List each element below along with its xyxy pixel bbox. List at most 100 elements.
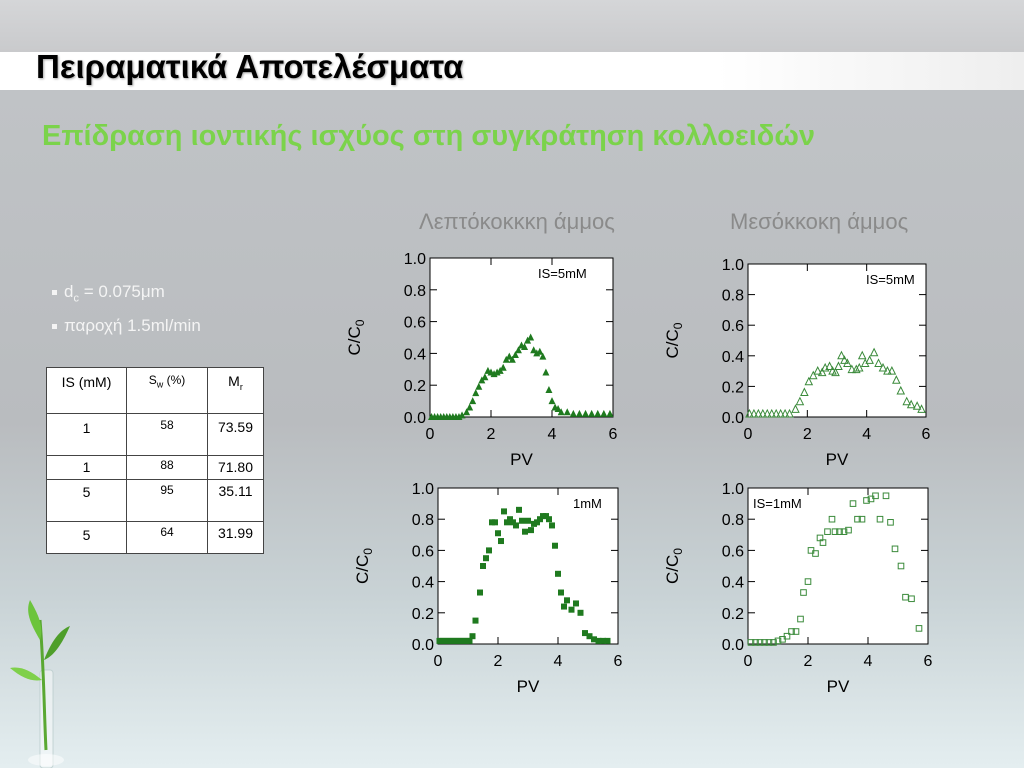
data-point	[582, 409, 590, 417]
data-point	[525, 517, 531, 524]
table-row: 5 95 35.11	[46, 479, 264, 522]
x-tick-label: 4	[554, 653, 563, 670]
data-point	[513, 522, 519, 529]
data-point	[595, 637, 602, 644]
data-point	[557, 408, 565, 416]
table-header-sw: Sw (%)	[126, 367, 208, 414]
bullet-square-icon	[52, 290, 57, 296]
data-point	[543, 513, 549, 520]
y-tick-label: 1.0	[722, 257, 744, 274]
data-point	[498, 538, 504, 545]
data-point	[780, 408, 790, 418]
y-axis-label: C/C0	[663, 548, 685, 584]
data-point	[863, 497, 870, 504]
data-point	[804, 578, 812, 585]
data-point	[854, 362, 864, 372]
data-point	[582, 630, 588, 637]
data-point	[536, 347, 544, 355]
y-axis-label: C/C0	[345, 319, 367, 355]
bullet-square-icon	[52, 324, 57, 330]
table-row: 1 88 71.80	[46, 455, 264, 480]
data-point	[458, 411, 466, 419]
data-point	[797, 615, 804, 623]
data-point	[831, 367, 840, 377]
data-point	[767, 408, 777, 418]
data-point	[891, 545, 899, 553]
data-point	[819, 539, 827, 546]
data-point	[510, 519, 516, 526]
data-point	[765, 639, 773, 646]
data-point	[591, 636, 597, 643]
is-annotation: IS=1mM	[753, 496, 802, 511]
data-point	[546, 516, 552, 523]
table-row: 1 58 73.59	[46, 413, 264, 456]
x-axis-label: PV	[510, 450, 533, 469]
data-point	[837, 350, 846, 360]
y-tick-label: 0.8	[722, 512, 744, 529]
data-point	[554, 405, 562, 413]
y-tick-label: 0.4	[722, 575, 744, 592]
data-point	[758, 408, 768, 418]
data-point	[522, 528, 528, 535]
title-bar	[0, 52, 1024, 90]
data-point	[882, 492, 890, 500]
data-point	[466, 637, 473, 644]
table-header-mr: Mr	[207, 367, 264, 414]
data-point	[752, 639, 759, 646]
y-tick-label: 0.0	[412, 637, 434, 654]
y-tick-label: 0.8	[722, 288, 744, 305]
slide-title: Πειραματικά Αποτελέσματα	[36, 48, 464, 85]
is-annotation: IS=5mM	[538, 266, 587, 281]
x-tick-label: 0	[744, 653, 753, 670]
data-point	[555, 570, 561, 577]
data-point	[828, 515, 836, 523]
data-point	[843, 358, 852, 367]
data-point	[883, 365, 892, 375]
data-point	[825, 361, 834, 371]
data-point	[912, 401, 922, 410]
data-point	[792, 628, 800, 635]
data-point	[776, 408, 785, 418]
data-point	[505, 352, 513, 360]
data-point	[477, 589, 483, 596]
data-point	[568, 606, 575, 613]
x-tick-label: 6	[922, 426, 931, 443]
chart-medium-5mM: 0.0 0.2 0.4 0.6 0.8 1.0 0 2 4 6 PV C/C0 IS=5mM	[663, 257, 931, 469]
x-tick-label: 2	[487, 426, 496, 443]
slide-subtitle: Επίδραση ιοντικής ισχύος στη συγκράτηση …	[42, 120, 815, 152]
data-point	[836, 528, 843, 535]
data-point	[887, 365, 897, 375]
is-annotation: IS=5mM	[866, 272, 915, 287]
data-point	[534, 519, 540, 526]
x-tick-label: 6	[924, 653, 933, 670]
data-point	[865, 355, 874, 364]
data-point	[754, 408, 763, 418]
data-point	[906, 399, 916, 409]
data-point	[847, 364, 857, 374]
x-tick-label: 6	[614, 653, 623, 670]
data-point	[542, 368, 550, 376]
data-point	[917, 404, 926, 413]
data-point	[507, 516, 513, 523]
y-tick-label: 0.0	[404, 410, 426, 427]
x-axis-label: PV	[827, 677, 850, 696]
x-tick-label: 0	[434, 653, 443, 670]
x-tick-label: 6	[609, 426, 618, 443]
is-annotation: 1mM	[573, 496, 602, 511]
y-tick-label: 1.0	[412, 481, 434, 498]
table-header-row: IS (mM) Sw (%) Mr	[46, 367, 264, 414]
data-point	[528, 527, 534, 534]
x-axis-label: PV	[517, 677, 540, 696]
table-row: 5 64 31.99	[46, 521, 264, 554]
x-axis-label: PV	[826, 450, 849, 469]
data-point	[800, 387, 809, 397]
y-tick-label: 0.6	[722, 318, 744, 335]
data-point	[573, 600, 579, 607]
data-point	[892, 375, 901, 384]
y-tick-label: 0.6	[412, 543, 434, 560]
data-point	[472, 617, 479, 624]
data-point	[857, 350, 867, 360]
data-point	[770, 639, 777, 646]
y-tick-label: 0.2	[722, 379, 744, 396]
y-tick-label: 0.4	[404, 346, 426, 363]
